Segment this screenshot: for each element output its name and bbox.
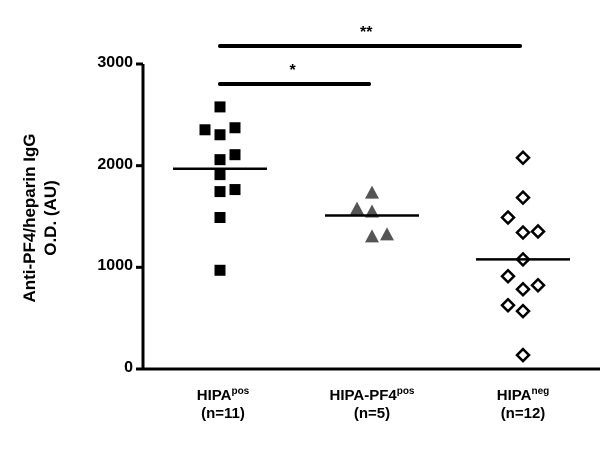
diamond-marker	[515, 224, 531, 241]
diamond-marker	[515, 303, 531, 319]
x-category-label: HIPA-PF4pos (n=5)	[329, 386, 415, 422]
y-axis-label: Anti-PF4/heparin IgG O.D. (AU)	[0, 0, 80, 450]
significance-label: *	[289, 62, 296, 79]
y-tick-label: 2000	[97, 155, 133, 173]
y-axis-label-line1: Anti-PF4/heparin IgG	[20, 133, 39, 303]
series-HIPApos	[173, 101, 267, 276]
diamond-marker	[515, 149, 531, 166]
data-points	[173, 101, 570, 363]
triangle-marker	[365, 185, 379, 199]
square-marker	[214, 264, 226, 276]
triangle-marker	[380, 227, 394, 241]
y-axis-label-line2: O.D. (AU)	[41, 180, 60, 256]
triangle-marker	[365, 229, 379, 243]
square-marker	[214, 212, 226, 224]
diamond-marker	[530, 277, 546, 293]
diamond-marker	[500, 268, 516, 285]
y-tick-label: 0	[124, 359, 133, 376]
diamond-marker	[530, 223, 546, 240]
square-marker	[214, 154, 226, 166]
significance-label: **	[360, 24, 373, 41]
square-marker	[214, 101, 226, 113]
x-category-label: HIPApos (n=11)	[196, 386, 250, 422]
square-marker	[199, 124, 211, 136]
square-marker	[214, 169, 226, 181]
x-category-label: HIPAneg (n=12)	[496, 386, 550, 422]
diamond-marker	[515, 189, 531, 206]
series-HIPAneg	[476, 149, 570, 363]
diamond-marker	[500, 297, 516, 314]
significance-bars	[218, 44, 522, 86]
axes	[136, 62, 600, 371]
diamond-marker	[515, 347, 531, 363]
diamond-marker	[515, 281, 531, 298]
square-marker	[229, 149, 241, 161]
square-marker	[214, 186, 226, 198]
triangle-marker	[350, 201, 364, 215]
y-tick-label: 3000	[97, 54, 133, 71]
square-marker	[214, 129, 226, 141]
square-marker	[229, 122, 241, 134]
diamond-marker	[500, 209, 516, 226]
square-marker	[229, 184, 241, 196]
y-tick-label: 1000	[97, 257, 133, 275]
series-HIPA-PF4pos	[325, 185, 419, 243]
